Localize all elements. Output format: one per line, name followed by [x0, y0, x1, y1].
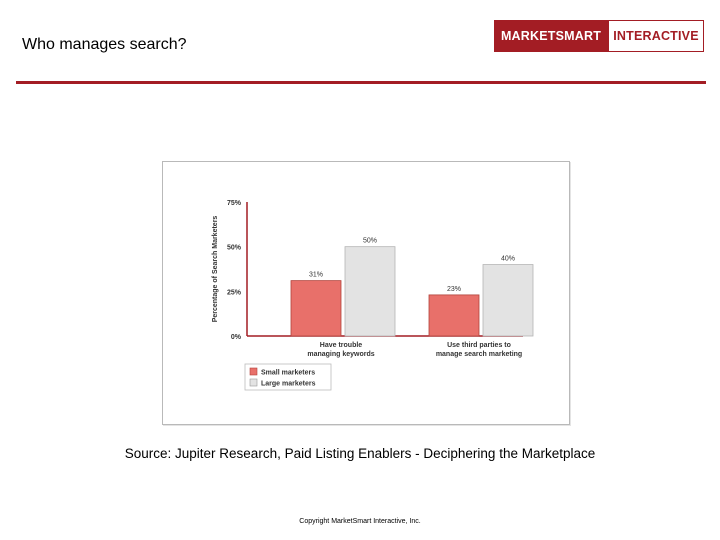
bar-large-marketers-1 [482, 264, 534, 337]
x-category-label: manage search marketing [436, 351, 522, 358]
bar-value-label: 31% [309, 272, 323, 279]
x-category-label: Have trouble [320, 342, 363, 349]
bar-small-marketers-1 [428, 294, 480, 337]
bar-value-label: 50% [363, 238, 377, 245]
legend-swatch [249, 378, 258, 387]
x-category-label: managing keywords [307, 351, 374, 358]
logo-left-text: MARKETSMART [495, 21, 607, 51]
legend-swatch [249, 367, 258, 376]
x-category-label: Use third parties to [447, 342, 511, 349]
y-axis-title: Percentage of Search Marketers [212, 216, 219, 323]
legend-label: Large marketers [261, 381, 316, 388]
company-logo: MARKETSMART INTERACTIVE [494, 20, 704, 52]
y-tick-label: 25% [227, 289, 242, 296]
chart-frame: 0% 25% 50% 75% Percentage of Search Marketer… [162, 161, 570, 425]
slide-title: Who manages search? [22, 36, 187, 53]
y-tick-label: 75% [227, 200, 242, 207]
y-tick-label: 50% [227, 245, 242, 252]
logo-right-text: INTERACTIVE [607, 21, 703, 51]
bar-large-marketers-0 [344, 246, 396, 337]
title-divider [16, 81, 706, 84]
bar-small-marketers-0 [290, 280, 342, 337]
copyright-notice: Copyright MarketSmart Interactive, Inc. [299, 518, 421, 525]
legend-box [244, 363, 332, 391]
bar-value-label: 23% [447, 286, 461, 293]
legend-label: Small marketers [261, 370, 315, 377]
bar-value-label: 40% [501, 256, 515, 263]
y-tick-label: 0% [231, 334, 242, 341]
source-citation: Source: Jupiter Research, Paid Listing E… [124, 446, 596, 461]
bar-chart: 0% 25% 50% 75% Percentage of Search Marketer… [212, 200, 534, 391]
